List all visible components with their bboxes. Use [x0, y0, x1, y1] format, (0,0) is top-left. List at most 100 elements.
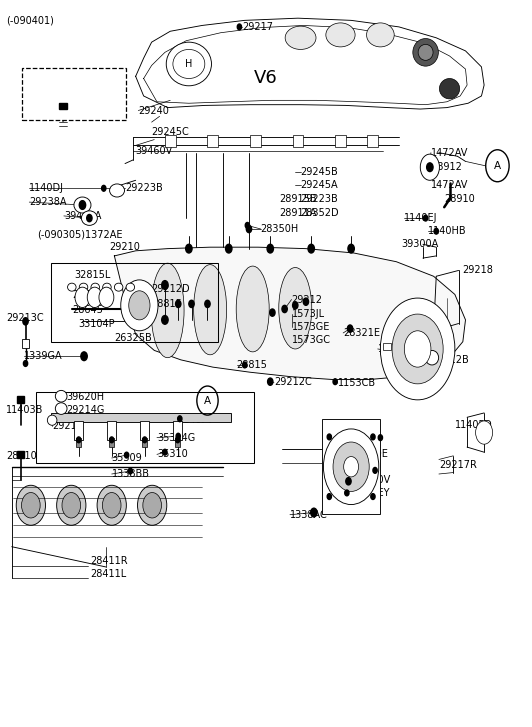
Circle shape	[79, 201, 86, 209]
Circle shape	[246, 225, 252, 233]
Text: 39620H: 39620H	[66, 392, 105, 402]
Ellipse shape	[166, 42, 211, 86]
Circle shape	[102, 185, 106, 191]
Ellipse shape	[68, 284, 76, 291]
Circle shape	[163, 449, 167, 455]
Text: 29210: 29210	[109, 242, 140, 252]
Circle shape	[270, 309, 275, 316]
Bar	[207, 135, 218, 147]
Text: 29218: 29218	[462, 265, 493, 276]
Text: 1573GE: 1573GE	[292, 322, 330, 332]
Bar	[76, 438, 81, 447]
Circle shape	[178, 416, 182, 422]
Text: (-090305)1372AE: (-090305)1372AE	[37, 229, 123, 239]
Ellipse shape	[81, 211, 97, 225]
Text: A: A	[204, 395, 211, 406]
Ellipse shape	[418, 44, 433, 60]
Polygon shape	[114, 247, 466, 379]
Circle shape	[303, 298, 309, 305]
Text: 1140HB: 1140HB	[428, 226, 467, 236]
Text: 1573GC: 1573GC	[292, 335, 330, 345]
Circle shape	[205, 300, 210, 308]
Ellipse shape	[103, 284, 111, 291]
Circle shape	[77, 437, 81, 443]
Circle shape	[110, 437, 114, 443]
Text: 29212D: 29212D	[152, 284, 190, 294]
Text: 29245A: 29245A	[301, 180, 338, 190]
Bar	[142, 438, 147, 447]
Circle shape	[323, 429, 379, 505]
Text: 1140FD: 1140FD	[455, 419, 493, 430]
Circle shape	[176, 437, 180, 443]
Text: 26325B: 26325B	[114, 333, 152, 343]
Ellipse shape	[236, 266, 269, 352]
Circle shape	[345, 490, 349, 496]
Ellipse shape	[16, 486, 46, 525]
Ellipse shape	[194, 265, 227, 355]
Text: 29212C: 29212C	[274, 377, 312, 387]
Ellipse shape	[367, 23, 394, 47]
Circle shape	[189, 300, 194, 308]
Ellipse shape	[97, 486, 127, 525]
Text: 28321E: 28321E	[343, 328, 380, 338]
Ellipse shape	[279, 268, 312, 349]
Text: 1573JL: 1573JL	[292, 309, 325, 319]
Text: 91980V: 91980V	[354, 475, 391, 485]
Circle shape	[186, 244, 192, 253]
Bar	[293, 135, 303, 147]
Text: 28411R: 28411R	[90, 556, 128, 566]
Bar	[173, 421, 182, 440]
Text: 39460V: 39460V	[136, 146, 173, 156]
Circle shape	[373, 467, 377, 473]
Circle shape	[99, 287, 114, 308]
Circle shape	[121, 280, 158, 331]
Ellipse shape	[413, 39, 438, 66]
Text: 28645: 28645	[72, 305, 103, 315]
Ellipse shape	[143, 493, 161, 518]
Text: 33104P: 33104P	[79, 318, 115, 329]
Circle shape	[371, 434, 375, 440]
Bar	[17, 451, 24, 458]
Text: 35304G: 35304G	[157, 433, 195, 443]
Circle shape	[380, 298, 455, 400]
Text: 1338AC: 1338AC	[290, 510, 328, 520]
Circle shape	[87, 287, 102, 308]
Text: 1140DJ: 1140DJ	[29, 183, 64, 193]
Text: 29217: 29217	[242, 22, 273, 32]
Text: 29217R: 29217R	[439, 460, 477, 470]
Circle shape	[420, 154, 439, 180]
Ellipse shape	[426, 350, 438, 365]
Text: 29240: 29240	[138, 105, 169, 116]
Text: 1472AV: 1472AV	[431, 148, 468, 158]
Circle shape	[243, 362, 247, 368]
Bar	[383, 343, 391, 350]
Ellipse shape	[173, 49, 205, 79]
Bar	[140, 421, 149, 440]
Circle shape	[344, 457, 359, 477]
Text: 28411L: 28411L	[90, 569, 127, 579]
Circle shape	[346, 478, 351, 485]
Text: 28910: 28910	[444, 194, 475, 204]
Text: 29212B: 29212B	[431, 355, 469, 365]
Circle shape	[371, 494, 375, 499]
Bar	[17, 396, 24, 403]
Circle shape	[293, 302, 298, 309]
Text: 1339GA: 1339GA	[24, 351, 63, 361]
Text: H: H	[185, 59, 193, 69]
Text: 29223B: 29223B	[301, 194, 338, 204]
Circle shape	[81, 352, 87, 361]
Circle shape	[124, 452, 129, 458]
Text: 35309: 35309	[112, 453, 143, 463]
Text: 28911A: 28911A	[279, 208, 317, 218]
Circle shape	[434, 228, 438, 234]
Ellipse shape	[91, 284, 99, 291]
Circle shape	[476, 421, 493, 444]
Circle shape	[268, 378, 273, 385]
Ellipse shape	[74, 197, 91, 213]
Text: 29223B: 29223B	[125, 183, 163, 193]
Bar	[175, 438, 180, 447]
Bar	[59, 103, 67, 109]
Ellipse shape	[137, 486, 167, 525]
Text: 28350H: 28350H	[261, 224, 299, 234]
Ellipse shape	[285, 26, 316, 49]
